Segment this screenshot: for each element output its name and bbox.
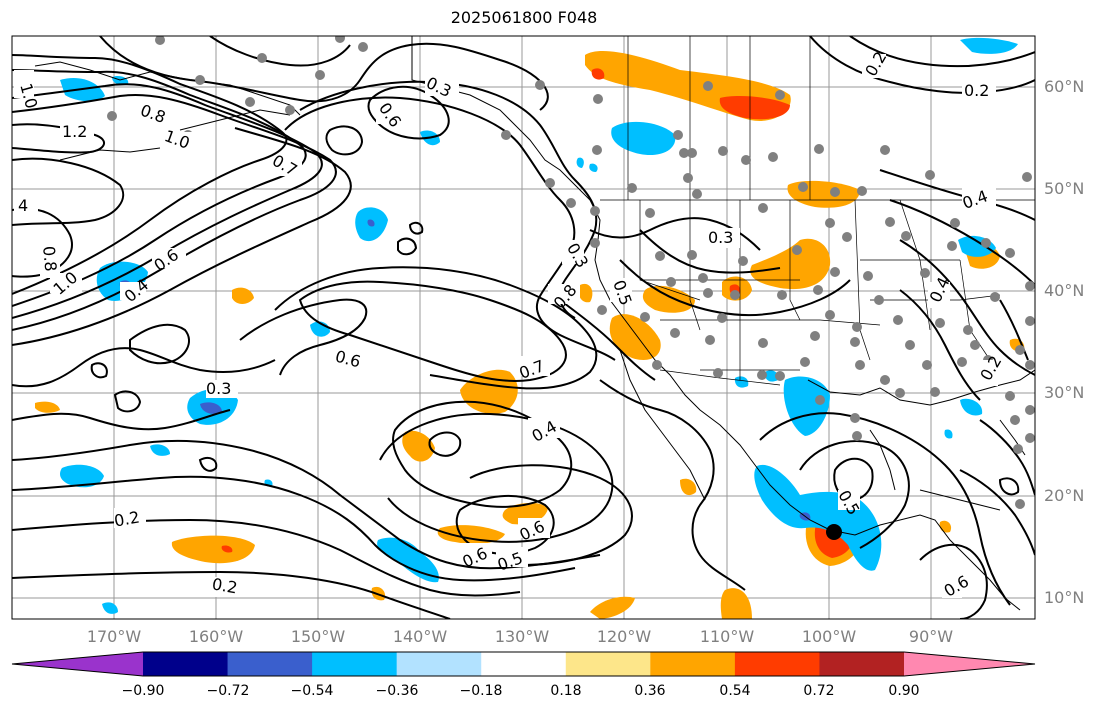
lat-tick-label: 30°N	[1044, 383, 1085, 402]
lon-tick-label: 150°W	[290, 627, 346, 646]
colorbar-tick-label: −0.72	[206, 683, 250, 699]
lat-tick-label: 10°N	[1044, 588, 1085, 607]
colorbar-tick-label: −0.54	[290, 683, 334, 699]
colorbar-tick-label: 0.72	[803, 683, 835, 699]
political-borders	[600, 36, 1035, 386]
lat-tick-label: 50°N	[1044, 179, 1085, 198]
lon-tick-label: 110°W	[699, 627, 755, 646]
station-markers	[107, 36, 1035, 509]
contour-label: 0.3	[708, 228, 733, 247]
lon-tick-label: 140°W	[392, 627, 448, 646]
lon-tick-label: 100°W	[801, 627, 857, 646]
colorbar-tick-label: −0.90	[121, 683, 165, 699]
lat-tick-label: 20°N	[1044, 486, 1085, 505]
contour-labels: 1.0 1.2 1.0 0.8 0.7 0.6 0.8 1.0 4 0.4 0.…	[14, 48, 1005, 601]
lon-tick-label: 90°W	[908, 627, 954, 646]
contour-label: 0.2	[113, 507, 141, 530]
colorbar-tick-label: −0.18	[459, 683, 503, 699]
lon-tick-label: 170°W	[86, 627, 142, 646]
coastlines	[34, 36, 1035, 611]
colorbar-tick-label: −0.36	[375, 683, 419, 699]
colorbar-tick-label: 0.90	[888, 683, 920, 699]
contour-label: 4	[18, 196, 28, 215]
colorbar-tick-label: 0.54	[719, 683, 751, 699]
contour-lines	[12, 36, 1035, 619]
contour-label: 1.2	[62, 122, 87, 141]
contour-label: 0.3	[206, 379, 231, 398]
colorbar-tick-label: 0.18	[550, 683, 582, 699]
lat-tick-label: 60°N	[1044, 77, 1085, 96]
lat-tick-label: 40°N	[1044, 281, 1085, 300]
contour-label: 0.8	[39, 245, 60, 272]
map-frame	[11, 35, 1036, 620]
lon-tick-label: 130°W	[494, 627, 550, 646]
lon-tick-label: 120°W	[596, 627, 652, 646]
map-title: 2025061800 F048	[450, 8, 598, 27]
storm-center-marker	[826, 524, 842, 540]
lon-tick-label: 160°W	[188, 627, 244, 646]
colorbar-tick-label: 0.36	[634, 683, 666, 699]
contour-label: 0.2	[211, 574, 239, 597]
contour-label: 0.2	[964, 81, 989, 100]
